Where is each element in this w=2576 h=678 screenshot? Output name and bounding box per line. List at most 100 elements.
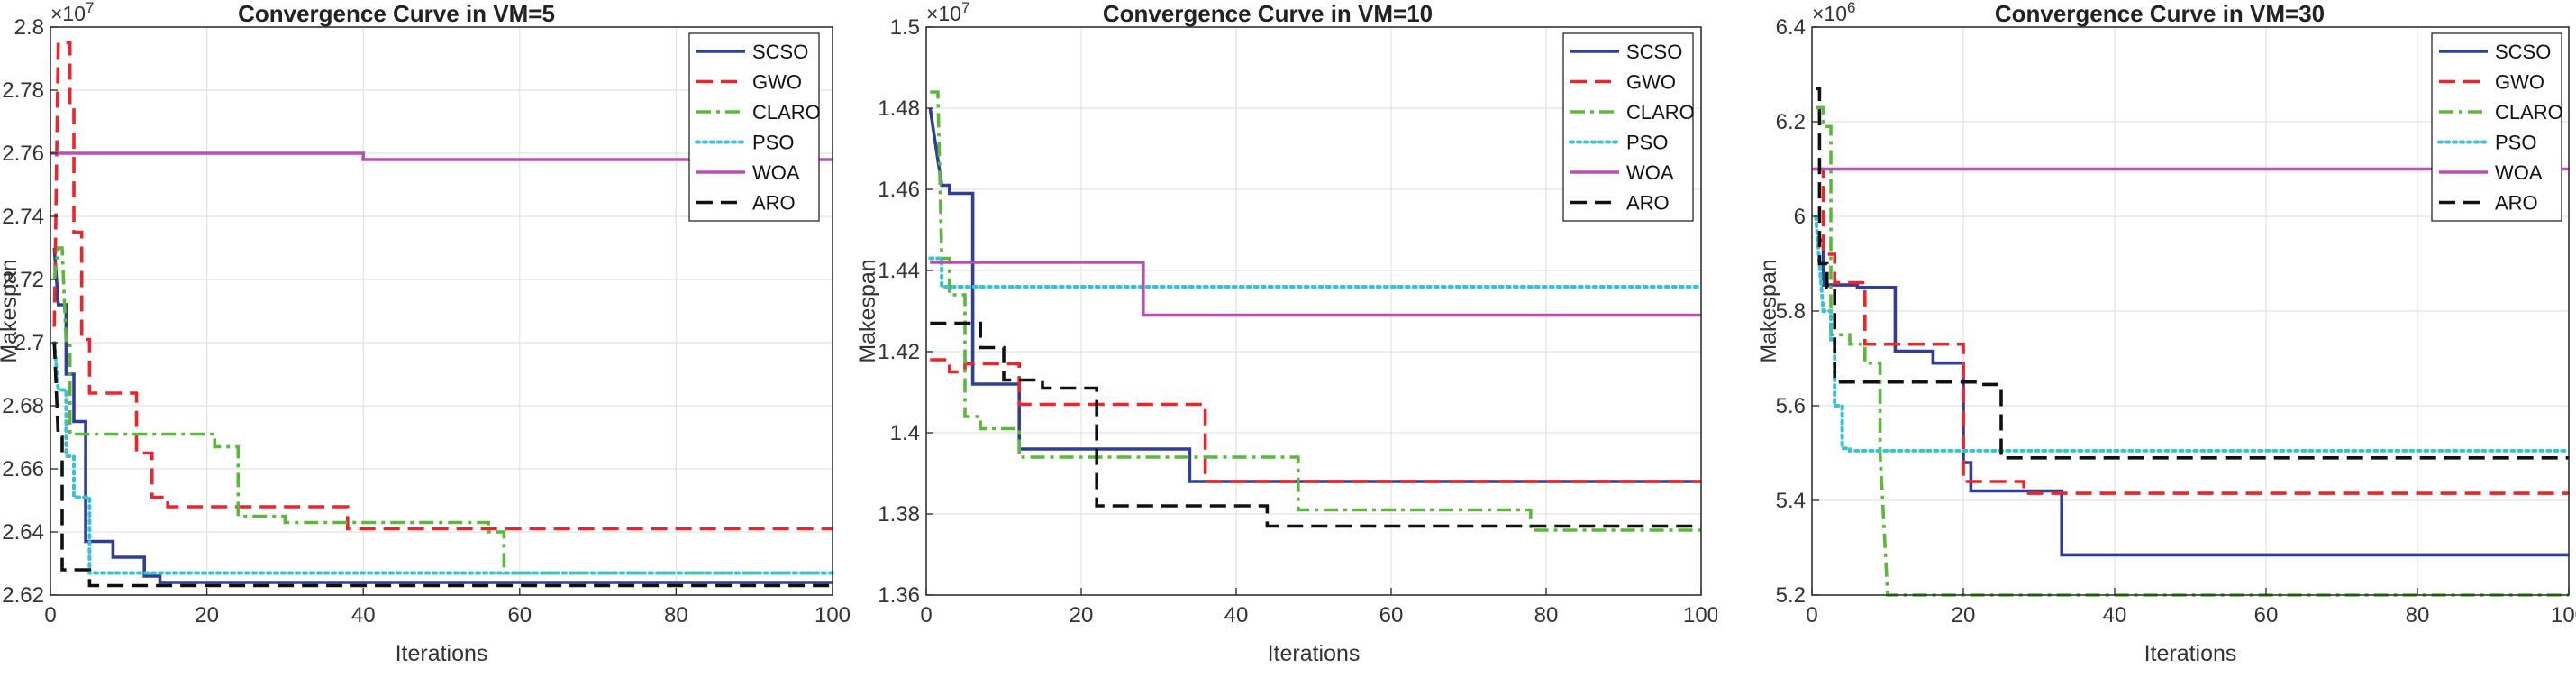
series-line-scso [928,107,1701,483]
chart-svg-vm5: Convergence Curve in VM=5 ×107 0 20 40 60 80… [0,0,851,666]
legend-label-pso: PSO [752,132,794,154]
series-line-pso [52,341,834,575]
y-tick-label: 1.36 [878,583,920,608]
chart-panel-vm10: Convergence Curve in VM=10 ×107 0 20 40 60 8… [855,0,1719,673]
y-tick-label: 6.2 [1776,110,1806,134]
y-tick-label: 1.42 [878,340,920,364]
x-tick-label: 40 [2103,603,2127,628]
y-tick-label: 1.5 [890,15,920,40]
x-tick-label: 80 [664,603,688,628]
legend: SCSO GWO CLARO PSO WOA ARO [688,32,821,222]
y-tick-label: 2.78 [2,78,44,103]
y-tick-label: 2.68 [2,394,44,418]
y-tick-label: 6 [1794,205,1806,229]
x-tick-label: 60 [507,603,532,628]
legend-label-scso: SCSO [2495,41,2551,63]
y-exponent: ×107 [926,0,969,25]
y-axis-label: Makespan [1756,259,1781,362]
y-tick-label: 6.4 [1776,15,1806,40]
x-tick-label: 60 [2254,603,2279,628]
legend-label-scso: SCSO [1626,41,1682,63]
series-line-claro [52,246,833,575]
legend-label-pso: PSO [2495,132,2536,154]
chart-panel-vm30: Convergence Curve in VM=30 ×106 0 20 40 60 8… [1717,0,2576,673]
legend-label-woa: WOA [2495,161,2543,184]
y-tick-label: 2.7 [14,331,44,355]
legend-box [688,32,820,222]
x-tick-label: 100 [1683,603,1717,628]
x-tick-label: 80 [2406,603,2430,628]
y-tick-label: 5.4 [1776,489,1806,513]
chart-title: Convergence Curve in VM=10 [1103,0,1433,27]
y-exponent: ×106 [1812,0,1855,25]
x-tick-label: 0 [44,603,56,628]
y-tick-label: 5.8 [1776,299,1806,324]
legend-box [1562,32,1694,222]
legend-box [2431,32,2562,222]
x-tick-label: 20 [195,603,219,628]
x-ticks: 0 20 40 60 80 100 [44,588,851,628]
legend-label-claro: CLARO [752,101,821,124]
x-ticks: 0 20 40 60 80 100 [920,588,1719,628]
y-axis-label: Makespan [0,259,22,362]
plot-frame [925,26,1702,596]
y-ticks: 2.62 2.64 2.66 2.68 2.7 2.72 2.74 2.76 2.78 2.8 [2,15,58,608]
y-tick-label: 2.8 [14,15,44,40]
legend-label-aro: ARO [752,192,796,215]
series-line-aro [52,342,833,588]
y-tick-label: 1.44 [878,259,920,283]
series-line-gwo [930,358,1701,483]
y-tick-label: 2.76 [2,142,44,166]
y-axis-label: Makespan [859,259,880,362]
y-tick-label: 2.62 [2,583,44,608]
series-line-scso [1816,238,2569,557]
legend-label-woa: WOA [752,161,800,184]
x-tick-label: 20 [1070,603,1094,628]
x-tick-label: 20 [1952,603,1976,628]
plot-frame [50,26,833,596]
y-tick-label: 2.64 [2,520,44,545]
y-ticks: 5.2 5.4 5.6 5.8 6 6.2 6.4 [1776,15,1819,608]
y-tick-label: 2.66 [2,457,44,481]
y-tick-label: 5.2 [1776,583,1806,608]
chart-title: Convergence Curve in VM=30 [1995,0,2325,27]
legend-label-scso: SCSO [752,41,808,63]
y-tick-label: 5.6 [1776,394,1806,418]
y-tick-label: 1.38 [878,502,920,527]
x-axis-label: Iterations [2144,641,2237,666]
legend-label-pso: PSO [1626,132,1668,154]
series-line-pso [1814,215,2571,453]
legend-label-claro: CLARO [2495,101,2563,124]
legend-label-woa: WOA [1626,161,1674,184]
series-line-woa [50,151,833,161]
series-group [928,90,1703,532]
x-tick-label: 0 [1806,603,1817,628]
chart-svg-vm10: Convergence Curve in VM=10 ×107 0 20 40 60 8… [855,0,1719,666]
x-tick-label: 40 [351,603,376,628]
series-line-aro [1816,87,2569,460]
series-line-claro [1816,105,2569,597]
y-tick-label: 2.72 [2,268,44,292]
chart-svg-vm30: Convergence Curve in VM=30 ×106 0 20 40 60 8… [1756,0,2576,666]
x-axis-label: Iterations [396,641,488,666]
series-line-gwo [52,41,833,531]
y-tick-label: 1.48 [878,96,920,121]
series-line-woa [930,261,1701,317]
x-tick-label: 40 [1224,603,1249,628]
y-tick-label: 2.74 [2,205,44,229]
series-line-gwo [1816,167,2569,495]
y-tick-label: 1.46 [878,178,920,202]
y-ticks: 1.36 1.38 1.4 1.42 1.44 1.46 1.48 1.5 [878,15,933,608]
series-group [50,41,834,588]
x-tick-label: 0 [920,603,932,628]
x-tick-label: 100 [815,603,851,628]
y-exponent: ×107 [50,0,94,25]
legend-label-aro: ARO [2495,192,2538,215]
x-ticks: 0 20 40 60 80 100 [1806,588,2576,628]
series-line-aro [930,321,1701,528]
legend-label-gwo: GWO [752,71,802,94]
chart-panel-vm5: Convergence Curve in VM=5 ×107 0 20 40 60 80… [0,0,859,673]
legend: SCSO GWO CLARO PSO WOA ARO [2431,32,2563,222]
legend-label-claro: CLARO [1626,101,1695,124]
x-tick-label: 60 [1379,603,1404,628]
